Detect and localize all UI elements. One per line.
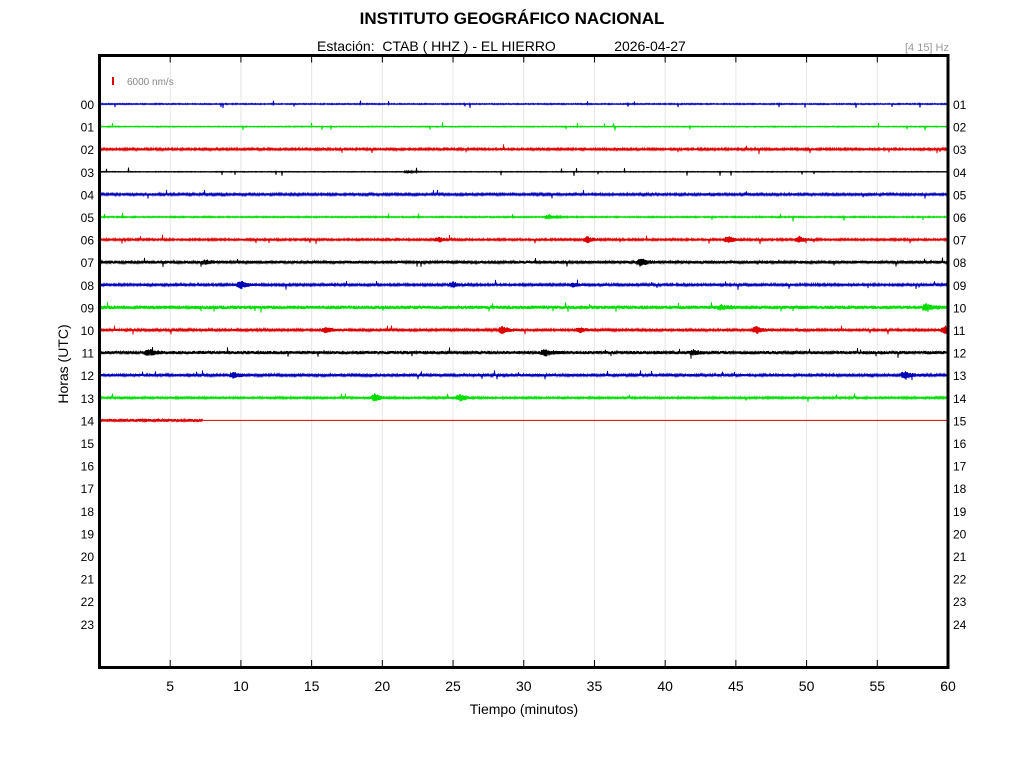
- y-tick-label-right: 04: [953, 166, 967, 180]
- y-tick-label-left: 15: [81, 437, 95, 451]
- y-tick-label-left: 01: [81, 121, 95, 135]
- y-tick-label-left: 06: [81, 234, 95, 248]
- x-axis-label: Tiempo (minutos): [470, 701, 578, 717]
- x-tick-label: 45: [728, 678, 744, 694]
- y-tick-label-right: 21: [953, 550, 967, 564]
- y-tick-label-left: 21: [81, 573, 95, 587]
- y-tick-label-left: 09: [81, 301, 95, 315]
- y-tick-label-right: 19: [953, 505, 967, 519]
- y-tick-label-left: 10: [81, 324, 95, 338]
- y-tick-label-right: 03: [953, 143, 967, 157]
- y-tick-label-right: 15: [953, 414, 967, 428]
- x-tick-label: 15: [304, 678, 320, 694]
- y-tick-label-right: 16: [953, 437, 967, 451]
- page-title: INSTITUTO GEOGRÁFICO NACIONAL: [359, 9, 665, 28]
- y-tick-label-left: 14: [81, 414, 95, 428]
- y-tick-label-left: 16: [81, 460, 95, 474]
- y-tick-label-left: 18: [81, 505, 95, 519]
- recording-date: 2026-04-27: [614, 38, 686, 54]
- x-tick-label: 5: [166, 678, 174, 694]
- y-tick-label-right: 22: [953, 573, 967, 587]
- trace-hour-08: [99, 279, 949, 290]
- y-tick-label-left: 13: [81, 392, 95, 406]
- x-tick-label: 30: [516, 678, 532, 694]
- trace-hour-04: [99, 189, 949, 199]
- y-tick-label-right: 24: [953, 618, 967, 632]
- y-tick-label-right: 02: [953, 121, 967, 135]
- y-tick-label-left: 20: [81, 550, 95, 564]
- y-tick-label-right: 07: [953, 234, 967, 248]
- y-tick-label-left: 04: [81, 188, 95, 202]
- y-axis-right: 01 02 03 04 05 06 07 08 09 10 11 12 13 14 15 16 17 18 19 20…: [953, 98, 967, 632]
- y-tick-label-left: 12: [81, 369, 95, 383]
- trace-hour-10: [99, 325, 949, 335]
- y-tick-label-left: 02: [81, 143, 95, 157]
- y-tick-label-left: 23: [81, 618, 95, 632]
- x-tick-label: 20: [375, 678, 391, 694]
- trace-hour-09: [99, 302, 949, 313]
- filter-band: [4 15] Hz: [904, 42, 949, 54]
- y-tick-label-right: 20: [953, 527, 967, 541]
- y-tick-label-right: 11: [953, 324, 966, 338]
- y-tick-label-left: 11: [82, 347, 95, 361]
- x-tick-label: 35: [587, 678, 603, 694]
- y-tick-label-left: 08: [81, 279, 95, 293]
- trace-hour-07: [99, 257, 949, 267]
- y-tick-label-right: 10: [953, 301, 967, 315]
- y-tick-label-right: 01: [953, 98, 967, 112]
- x-tick-label: 60: [940, 678, 956, 694]
- y-tick-label-right: 05: [953, 188, 967, 202]
- scale-legend: 6000 nm/s: [112, 77, 174, 88]
- y-tick-label-right: 17: [953, 460, 967, 474]
- station-name: CTAB ( HHZ ) - EL HIERRO: [382, 38, 556, 54]
- trace-hour-11: [99, 347, 949, 359]
- traces: [99, 100, 949, 424]
- y-tick-label-left: 03: [81, 166, 95, 180]
- station-info: Estación: CTAB ( HHZ ) - EL HIERRO 2026-…: [317, 38, 686, 54]
- y-tick-label-left: 19: [81, 527, 95, 541]
- y-tick-label-right: 12: [953, 347, 967, 361]
- x-tick-label: 55: [870, 678, 886, 694]
- y-tick-label-left: 22: [81, 595, 95, 609]
- y-tick-label-right: 09: [953, 279, 967, 293]
- station-label: Estación:: [317, 38, 375, 54]
- y-tick-label-right: 06: [953, 211, 967, 225]
- scale-legend-label: 6000 nm/s: [127, 77, 174, 88]
- x-tick-label: 25: [445, 678, 461, 694]
- y-tick-label-left: 07: [81, 256, 95, 270]
- y-tick-label-right: 23: [953, 595, 967, 609]
- grid-lines: [169, 55, 878, 667]
- x-tick-label: 40: [657, 678, 673, 694]
- trace-hour-02: [99, 144, 949, 155]
- y-tick-label-left: 17: [81, 482, 95, 496]
- y-tick-label-left: 00: [81, 98, 95, 112]
- y-tick-label-right: 08: [953, 256, 967, 270]
- y-axis-label: Horas (UTC): [55, 324, 71, 403]
- y-tick-label-left: 05: [81, 211, 95, 225]
- x-tick-label: 10: [233, 678, 249, 694]
- y-axis-left: 00 01 02 03 04 05 06 07 08 09 10 11 12 13 14 15 16 17 18 19…: [81, 98, 95, 632]
- y-tick-label-right: 18: [953, 482, 967, 496]
- y-tick-label-right: 14: [953, 392, 967, 406]
- x-axis: 5 10 15 20 25 30 35 40 45 50 55 60: [166, 55, 956, 694]
- x-tick-label: 50: [799, 678, 815, 694]
- trace-hour-12: [99, 370, 949, 381]
- y-tick-label-right: 13: [953, 369, 967, 383]
